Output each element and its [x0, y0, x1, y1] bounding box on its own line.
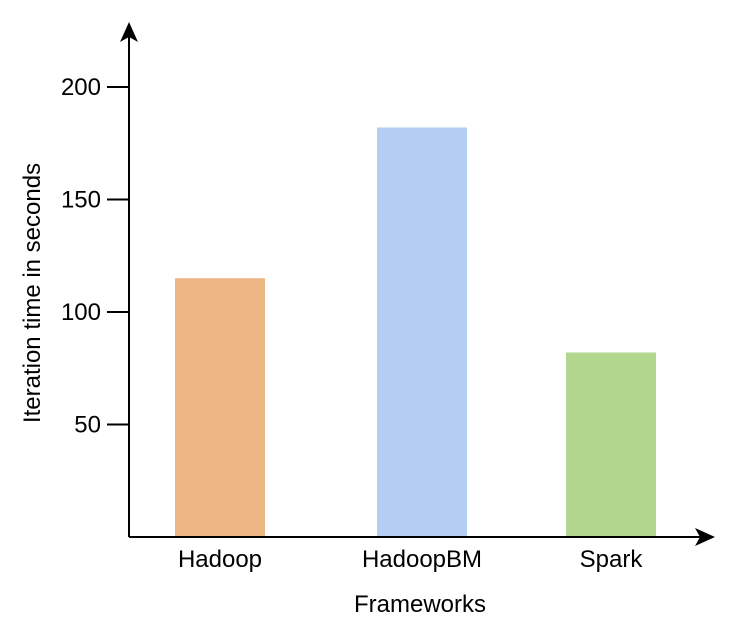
x-tick-label-spark: Spark: [580, 546, 644, 573]
x-axis-tick-labels: Hadoop HadoopBM Spark: [178, 546, 643, 573]
y-axis-ticks: 50 100 150 200: [61, 74, 129, 439]
bars-group: [175, 127, 656, 537]
y-tick-label-100: 100: [61, 299, 101, 326]
x-tick-label-hadoopbm: HadoopBM: [362, 546, 482, 573]
y-tick-label-50: 50: [74, 412, 101, 439]
x-tick-label-hadoop: Hadoop: [178, 546, 262, 573]
bar-hadoopbm: [377, 127, 467, 537]
x-axis-title: Frameworks: [354, 591, 486, 618]
y-tick-label-200: 200: [61, 74, 101, 101]
y-tick-label-150: 150: [61, 187, 101, 214]
y-axis-title: Iteration time in seconds: [19, 163, 46, 423]
bar-spark: [566, 352, 656, 537]
bar-hadoop: [175, 278, 265, 537]
